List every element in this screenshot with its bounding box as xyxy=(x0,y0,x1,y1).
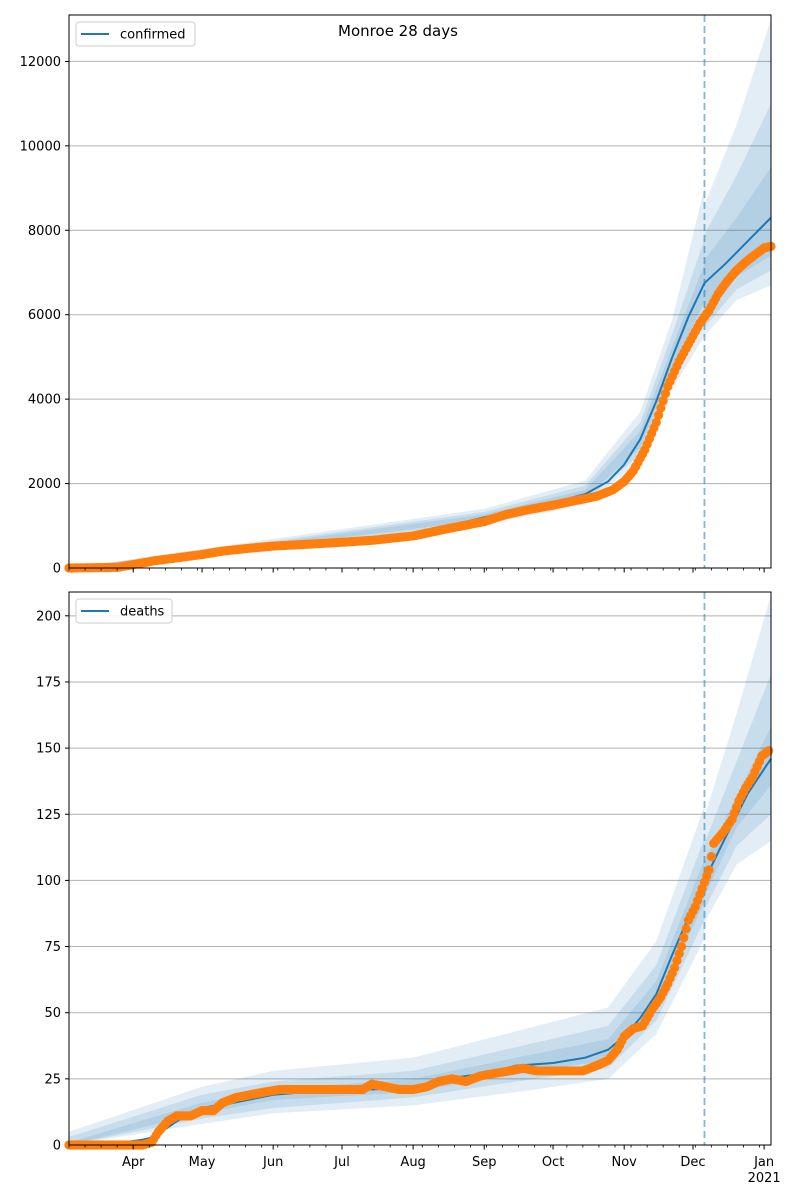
legend-label: confirmed xyxy=(120,28,186,43)
observed-point xyxy=(764,746,774,756)
uncertainty-band-outer xyxy=(69,594,771,1145)
uncertainty-band-middle xyxy=(69,674,771,1145)
y-tick-label: 125 xyxy=(36,808,61,823)
y-tick-label: 200 xyxy=(36,609,61,624)
y-tick-label: 150 xyxy=(36,742,61,757)
y-tick-label: 8000 xyxy=(28,224,61,239)
observed-point xyxy=(679,933,689,943)
confirmed-panel: 0 2000 4000 6000 8000 10000 12000 confirmed xyxy=(20,14,776,577)
observed-point xyxy=(660,389,671,399)
observed-point xyxy=(651,417,661,427)
x-tick-label: Nov xyxy=(611,1155,637,1170)
observed-point xyxy=(656,403,666,413)
y-tick-label: 100 xyxy=(36,874,61,889)
uncertainty-band-outer xyxy=(69,19,771,568)
y-tick-label: 0 xyxy=(53,1139,61,1154)
deaths-panel: 0 25 50 75 100 125 150 175 200 Apr May Jun Jul Aug Sep… xyxy=(36,591,781,1186)
x-year-label: 2021 xyxy=(748,1171,781,1186)
legend: confirmed xyxy=(75,21,196,47)
observed-point xyxy=(670,963,680,973)
x-tick-label: Aug xyxy=(400,1155,425,1170)
uncertainty-band-middle xyxy=(69,103,771,568)
observed-point xyxy=(704,865,714,875)
observed-point xyxy=(653,410,664,420)
legend-label: deaths xyxy=(120,605,165,620)
observed-point xyxy=(706,851,716,862)
x-tick-label: Jun xyxy=(262,1155,283,1170)
y-tick-label: 4000 xyxy=(28,393,61,408)
x-tick-label: Jan xyxy=(753,1155,774,1170)
observed-point xyxy=(674,949,684,959)
y-tick-label: 0 xyxy=(53,562,61,577)
x-tick-label: Dec xyxy=(680,1155,705,1170)
x-tick-label: Apr xyxy=(122,1155,145,1170)
x-tick-label: Oct xyxy=(542,1155,564,1170)
observed-point xyxy=(672,956,682,966)
observed-point xyxy=(658,396,668,406)
figure-title: Monroe 28 days xyxy=(338,22,458,40)
axes-frame xyxy=(68,14,772,569)
x-tick-label: May xyxy=(189,1155,216,1170)
y-tick-label: 12000 xyxy=(20,55,61,70)
y-tick-label: 10000 xyxy=(20,139,61,154)
uncertainty-band-inner xyxy=(69,166,771,568)
y-tick-label: 175 xyxy=(36,675,61,690)
y-tick-label: 50 xyxy=(44,1006,61,1021)
observed-point xyxy=(676,941,687,952)
legend-box xyxy=(75,21,196,47)
y-tick-label: 75 xyxy=(44,940,61,955)
legend-box xyxy=(75,598,173,624)
y-tick-label: 2000 xyxy=(28,477,61,492)
x-tick-label: Jul xyxy=(333,1155,350,1170)
legend: deaths xyxy=(75,598,173,624)
x-tick-label: Sep xyxy=(472,1155,497,1170)
observed-point xyxy=(681,924,691,934)
axes-frame xyxy=(68,591,772,1146)
y-tick-label: 25 xyxy=(44,1072,61,1087)
y-tick-label: 6000 xyxy=(28,308,61,323)
